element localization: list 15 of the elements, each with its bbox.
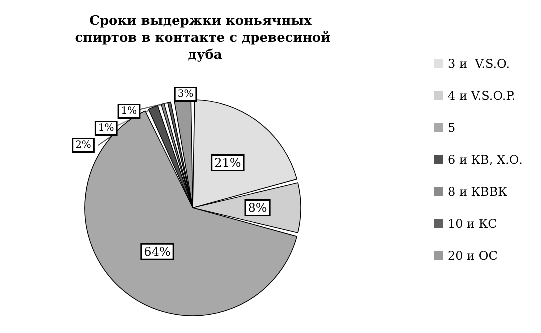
legend-label: 3 и V.S.O. [448, 57, 510, 71]
data-label: 21% [214, 156, 242, 170]
legend-label: 20 и ОС [448, 249, 498, 263]
legend-label: 6 и КВ, Х.О. [448, 153, 524, 167]
legend-label: 8 и КВВК [448, 185, 508, 199]
legend-label: 10 и КС [448, 217, 498, 231]
legend-label: 4 и V.S.O.P. [448, 89, 516, 103]
data-label: 2% [76, 140, 92, 152]
chart-title: Сроки выдержки коньячных спиртов в контакте с древесиной дуба [75, 14, 332, 63]
data-label: 1% [121, 106, 138, 118]
data-label: 1% [98, 123, 114, 134]
data-label: 8% [248, 201, 268, 215]
data-label: 64% [144, 244, 171, 259]
data-label: 3% [178, 89, 194, 100]
legend-label: 5 [448, 121, 456, 135]
